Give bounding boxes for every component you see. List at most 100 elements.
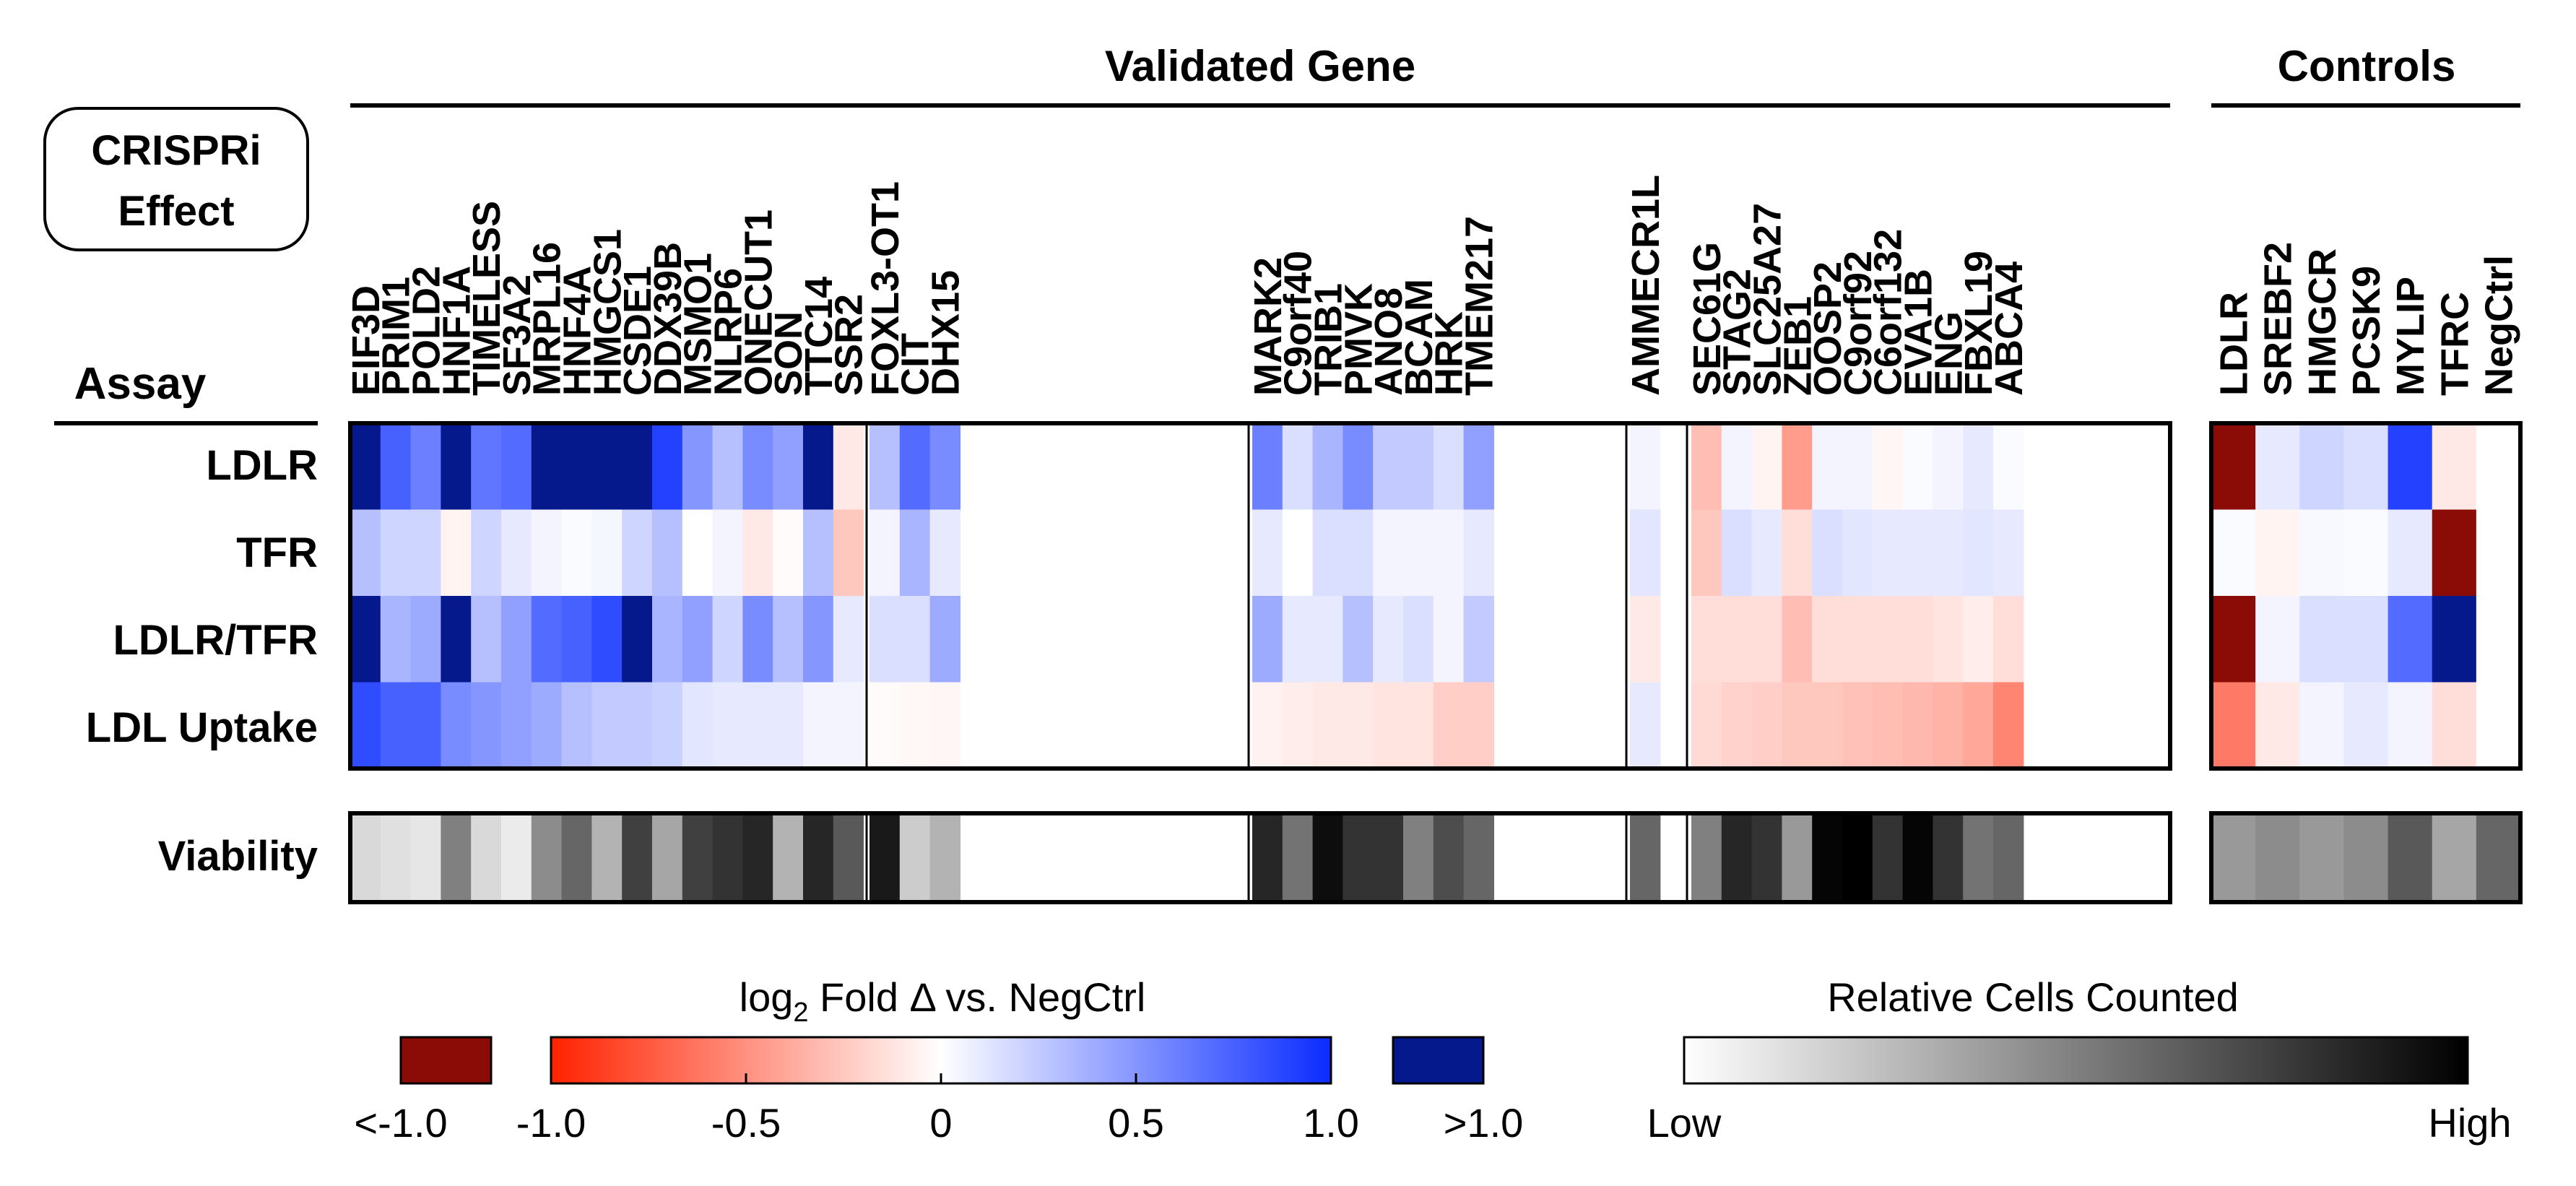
- heat-cell-eif3d-ldlr: [350, 423, 381, 511]
- heat-cell-timeless-ldl-uptake: [471, 682, 502, 769]
- heat-cell-sec61g-ldlr: [1691, 423, 1722, 511]
- cells-high-label: High: [2428, 1100, 2511, 1146]
- viability-cell-hmgcs1: [591, 813, 623, 902]
- heat-cell-ttc14-ldl-uptake: [803, 682, 834, 769]
- gene-label-zeb1: ZEB1: [1776, 296, 1819, 396]
- heat-cell-foxl3-ot1-ldl-uptake: [869, 682, 901, 769]
- heat-cell-ammecr1l-ldlr-tfr: [1630, 596, 1661, 683]
- viability-cell-c9orf92: [1842, 813, 1873, 902]
- viability-cell-eif3d: [350, 813, 381, 902]
- gene-label-srebf2: SREBF2: [2257, 242, 2300, 396]
- gene-label-c9orf40: C9orf40: [1277, 251, 1320, 396]
- heat-cell-ttc14-ldlr: [803, 423, 834, 511]
- heat-cell-bcam-ldl-uptake: [1403, 682, 1434, 769]
- viability-cell-mark2: [1252, 813, 1283, 902]
- group-title-validated: Validated Gene: [1105, 42, 1415, 90]
- viability-cell-pcsk9: [2343, 813, 2389, 902]
- heat-cell-slc25a27-ldlr: [1751, 423, 1782, 511]
- heat-cell-abca4-tfr: [1993, 509, 2024, 597]
- heat-cell-zeb1-tfr: [1782, 509, 1813, 597]
- row-label-tfr: TFR: [236, 529, 318, 576]
- heat-cell-msmo1-ldl-uptake: [682, 682, 714, 769]
- heat-cell-bcam-ldlr-tfr: [1403, 596, 1434, 683]
- heat-cell-ano8-tfr: [1373, 509, 1404, 597]
- heat-cell-ssr2-tfr: [833, 509, 864, 597]
- heat-cell-onecut1-ldlr: [742, 423, 773, 511]
- gene-label-tmem217: TMEM217: [1458, 216, 1501, 396]
- gene-label-pmvk: PMVK: [1337, 283, 1380, 396]
- viability-cell-abca4: [1993, 813, 2024, 902]
- gene-label-hmgcr: HMGCR: [2301, 248, 2344, 396]
- heat-cell-dhx15-ldlr: [929, 423, 960, 511]
- viability-cell-sf3a2: [501, 813, 532, 902]
- heat-cell-hrk-ldlr-tfr: [1433, 596, 1465, 683]
- viability-cell-slc25a27: [1751, 813, 1782, 902]
- heat-cell-pold2-tfr: [410, 509, 441, 597]
- viability-cell-ano8: [1373, 813, 1404, 902]
- gene-label-timeless: TIMELESS: [465, 201, 508, 396]
- heat-cell-pcsk9-tfr: [2343, 509, 2389, 597]
- heat-cell-csde1-ldl-uptake: [622, 682, 653, 769]
- heat-cell-hmgcs1-ldlr-tfr: [591, 596, 623, 683]
- heat-cell-c6orf132-tfr: [1872, 509, 1904, 597]
- viability-cell-hmgcr: [2299, 813, 2345, 902]
- gene-label-ammecr1l: AMMECR1L: [1624, 175, 1668, 396]
- row-label-ldl-uptake: LDL Uptake: [86, 704, 318, 751]
- heat-cell-hrk-ldlr: [1433, 423, 1465, 511]
- gene-label-bcam: BCAM: [1397, 279, 1441, 396]
- heat-cell-ssr2-ldlr: [833, 423, 864, 511]
- viability-cell-mrpl16: [531, 813, 563, 902]
- heat-cell-c9orf40-ldlr: [1282, 423, 1314, 511]
- heat-cell-hnf1a-tfr: [441, 509, 472, 597]
- gene-label-onecut1: ONECUT1: [737, 209, 780, 396]
- gene-label-abca4: ABCA4: [1987, 261, 2031, 396]
- heat-cell-zeb1-ldlr: [1782, 423, 1813, 511]
- heat-cell-eva1b-tfr: [1902, 509, 1933, 597]
- heat-cell-bcam-tfr: [1403, 509, 1434, 597]
- gene-label-cit: CIT: [894, 333, 937, 396]
- gene-label-hnf1a: HNF1A: [435, 266, 478, 396]
- heat-cell-ano8-ldlr-tfr: [1373, 596, 1404, 683]
- colorbar-tick-label-0: -1.0: [516, 1100, 586, 1146]
- colorbar-tick-label-2: 0: [929, 1100, 952, 1146]
- heat-cell-stag2-tfr: [1721, 509, 1753, 597]
- viability-cell-foxl3-ot1: [869, 813, 901, 902]
- heat-cell-dhx15-ldlr-tfr: [929, 596, 960, 683]
- heat-cell-fbxl19-tfr: [1963, 509, 1994, 597]
- heat-cell-pold2-ldl-uptake: [410, 682, 441, 769]
- heat-cell-timeless-tfr: [471, 509, 502, 597]
- gene-label-ldlr: LDLR: [2213, 292, 2256, 396]
- heat-cell-eng-tfr: [1933, 509, 1964, 597]
- gene-label-csde1: CSDE1: [616, 266, 659, 396]
- viability-cell-pmvk: [1343, 813, 1374, 902]
- heat-cell-foxl3-ot1-ldlr-tfr: [869, 596, 901, 683]
- gene-label-sf3a2: SF3A2: [495, 274, 539, 396]
- heat-cell-ldlr-ldlr: [2211, 423, 2256, 511]
- heat-cell-mrpl16-ldlr-tfr: [531, 596, 563, 683]
- viability-cell-trib1: [1312, 813, 1343, 902]
- heat-cell-hnf4a-ldlr-tfr: [561, 596, 592, 683]
- gene-label-stag2: STAG2: [1716, 269, 1759, 396]
- heat-cell-sec61g-tfr: [1691, 509, 1722, 597]
- heat-cell-prim1-ldl-uptake: [380, 682, 412, 769]
- viability-cell-onecut1: [742, 813, 773, 902]
- gene-label-son: SON: [767, 311, 810, 396]
- heat-cell-ldlr-tfr: [2211, 509, 2256, 597]
- heat-cell-csde1-ldlr: [622, 423, 653, 511]
- viability-cell-hnf1a: [441, 813, 472, 902]
- heat-cell-cit-ldl-uptake: [899, 682, 931, 769]
- assay-header: Assay: [74, 359, 207, 409]
- heat-cell-nlrp6-ldlr-tfr: [712, 596, 743, 683]
- heat-cell-dhx15-tfr: [929, 509, 960, 597]
- gene-label-prim1: PRIM1: [375, 277, 418, 396]
- viability-cell-son: [773, 813, 804, 902]
- heat-cell-hnf1a-ldlr-tfr: [441, 596, 472, 683]
- heat-cell-fbxl19-ldl-uptake: [1963, 682, 1994, 769]
- heat-cell-sf3a2-ldl-uptake: [501, 682, 532, 769]
- heat-cell-onecut1-ldl-uptake: [742, 682, 773, 769]
- viability-cell-hrk: [1433, 813, 1465, 902]
- heat-cell-c9orf92-tfr: [1842, 509, 1873, 597]
- heat-cell-timeless-ldlr: [471, 423, 502, 511]
- heat-cell-fbxl19-ldlr: [1963, 423, 1994, 511]
